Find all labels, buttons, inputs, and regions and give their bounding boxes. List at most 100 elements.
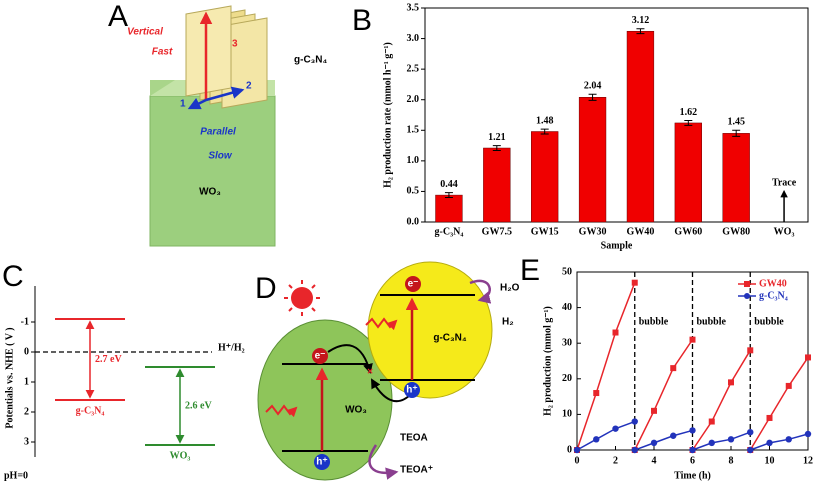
label: h⁺ [316, 457, 327, 468]
value-label: 1.21 [488, 132, 506, 143]
reference-label: H⁺/H₂ [218, 342, 245, 353]
label: H₂O [500, 283, 520, 294]
label: 1 [180, 99, 186, 110]
y-tick-label: 2.0 [407, 94, 420, 105]
legend-marker [744, 293, 750, 299]
annotation: Trace [772, 178, 797, 189]
y-tick-label: 0 [24, 346, 29, 357]
legend-label: g-C₃N₄ [759, 290, 788, 301]
bar [674, 122, 702, 223]
marker [651, 407, 657, 414]
sun-rays [284, 280, 320, 316]
charge [404, 382, 420, 398]
marker [747, 429, 754, 436]
y-tick-label: 3.0 [407, 33, 420, 44]
x-tick-label: GW80 [722, 226, 750, 237]
y-axis-label: H₂ production rate (mmol h⁻¹ g⁻¹) [382, 42, 393, 188]
x-tick-label: g-C₃N₄ [435, 226, 464, 237]
error-bar [444, 192, 453, 199]
panel-letter: C [2, 260, 24, 293]
marker [785, 382, 792, 389]
x-axis-label: Time (h) [674, 470, 711, 481]
bar [483, 147, 511, 223]
bar [578, 97, 607, 223]
error-bar [588, 93, 597, 101]
label: Vertical [127, 27, 163, 38]
legend-marker [744, 281, 750, 287]
charge [312, 348, 328, 364]
label: g-C₃N₄ [433, 333, 467, 344]
level-name: g-C₃N₄ [76, 405, 105, 416]
error-bar [540, 128, 549, 135]
label: h⁺ [406, 385, 417, 396]
x-tick-label: 0 [575, 455, 580, 466]
error-bar [492, 145, 501, 151]
label: e⁻ [315, 351, 326, 362]
marker [689, 427, 696, 434]
bar [531, 131, 559, 223]
panel-letter: B [352, 4, 372, 37]
x-tick-label: GW15 [531, 226, 559, 237]
y-tick-label: 10 [562, 409, 572, 420]
marker [689, 446, 696, 454]
y-tick-label: 3.5 [407, 2, 420, 13]
marker [631, 446, 638, 454]
marker [747, 446, 754, 454]
marker [650, 439, 658, 447]
y-tick-label: 0.5 [407, 186, 420, 197]
x-tick-label: GW60 [674, 226, 702, 237]
arrow [327, 344, 373, 374]
marker [747, 347, 754, 354]
annotation: bubble [697, 316, 727, 327]
bar [626, 30, 655, 223]
y-tick-label: 3 [24, 436, 29, 447]
marker [573, 446, 581, 454]
x-tick-label: GW7.5 [482, 226, 512, 237]
value-label: 1.48 [536, 115, 554, 126]
footnote: pH=0 [4, 470, 28, 481]
charge [314, 454, 330, 470]
y-tick-label: 2 [24, 406, 29, 417]
marker [631, 279, 638, 286]
panel-letter: E [520, 254, 540, 287]
bar [435, 194, 463, 223]
label: 3 [232, 39, 238, 50]
label: 2 [246, 81, 252, 92]
x-tick-label: 8 [729, 455, 734, 466]
y-tick-label: -1 [21, 316, 29, 327]
y-tick-label: 1.5 [407, 125, 420, 136]
series-line [576, 282, 809, 451]
sun [291, 287, 313, 309]
value-label: 1.62 [680, 107, 698, 118]
y-tick-label: 20 [562, 373, 572, 384]
label: H₂ [502, 317, 514, 328]
marker [708, 439, 715, 447]
plot-frame [424, 7, 809, 223]
value-label: 3.12 [632, 15, 650, 26]
label: Slow [208, 151, 233, 162]
label: Parallel [200, 127, 236, 138]
marker [670, 432, 677, 439]
marker [805, 354, 811, 361]
marker [612, 425, 619, 432]
marker [689, 336, 696, 343]
marker [670, 365, 677, 372]
y-tick-label: 0 [567, 444, 572, 455]
marker [766, 439, 773, 447]
label: e⁻ [408, 279, 419, 290]
panel-letter: D [255, 272, 277, 305]
label: g-C₃N₄ [294, 55, 328, 66]
x-tick-label: 12 [803, 455, 813, 466]
value-label: 1.45 [727, 117, 745, 128]
value-label: 0.44 [440, 179, 458, 190]
x-tick-label: GW30 [579, 226, 607, 237]
annotation: bubble [639, 316, 669, 327]
marker [593, 436, 600, 443]
marker [766, 414, 773, 421]
arrow [368, 444, 399, 480]
y-tick-label: 2.5 [407, 63, 420, 74]
annotation: bubble [754, 316, 784, 327]
gap-label: 2.6 eV [185, 400, 212, 411]
y-tick-label: 40 [562, 302, 572, 313]
legend-label: GW40 [759, 278, 787, 289]
